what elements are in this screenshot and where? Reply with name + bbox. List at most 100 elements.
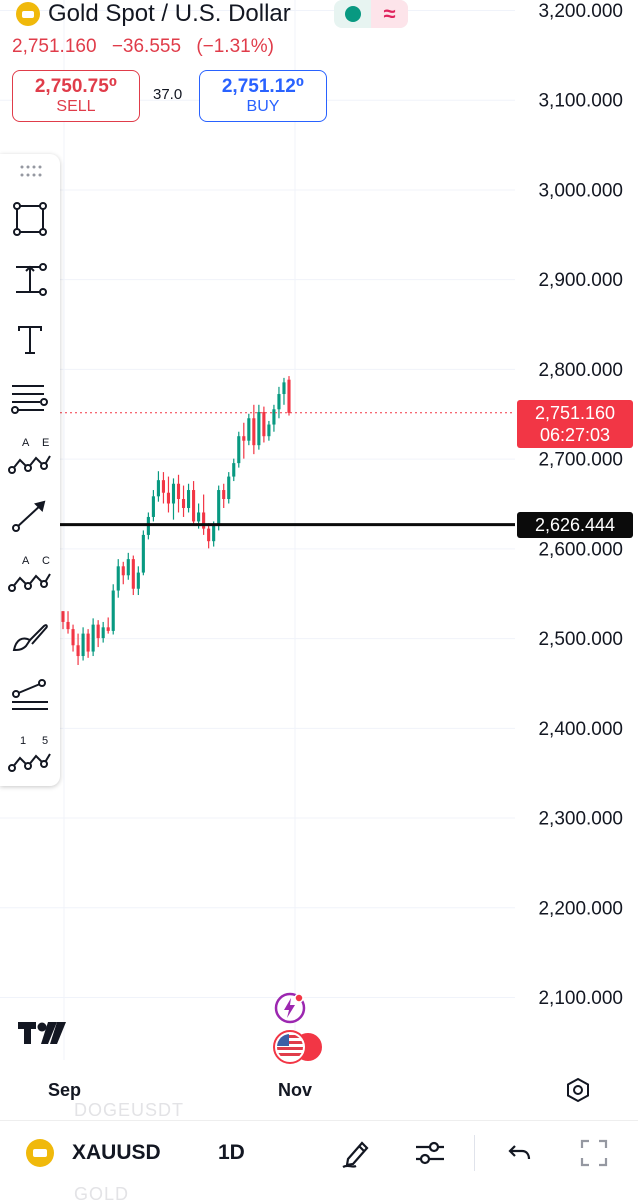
candle: [106, 617, 110, 634]
buy-price: 2,751.12⁰: [221, 76, 305, 97]
fib-retracement-icon[interactable]: [8, 376, 52, 420]
earnings-event-icon[interactable]: [274, 992, 306, 1024]
pattern-label-a2: A: [22, 555, 30, 567]
candle: [186, 483, 191, 513]
spread-value: 37.0: [153, 86, 183, 103]
candle: [61, 611, 65, 630]
line-price-tag: 2,626.444: [517, 512, 633, 538]
x-axis-label-sep: Sep: [48, 1080, 82, 1100]
candle: [71, 624, 75, 652]
candle: [171, 478, 176, 520]
candle: [156, 471, 160, 502]
x-axis-label-nov: Nov: [278, 1080, 313, 1100]
toolbar-divider: [474, 1135, 475, 1171]
symbol-gold-icon[interactable]: [26, 1139, 54, 1167]
symbol-header[interactable]: Gold Spot / U.S. Dollar: [16, 0, 291, 28]
y-tick-label: 2,200.000: [538, 898, 623, 919]
undo-icon[interactable]: [502, 1137, 534, 1169]
candle: [247, 413, 251, 446]
sell-button[interactable]: 2,750.75⁰ SELL: [12, 70, 140, 122]
drag-handle-icon[interactable]: [8, 156, 52, 186]
interval-selector[interactable]: 1D: [218, 1141, 245, 1164]
y-tick-label: 2,400.000: [538, 719, 623, 740]
buy-button[interactable]: 2,751.12⁰ BUY: [199, 70, 327, 122]
sell-price: 2,750.75⁰: [34, 76, 118, 97]
candle: [242, 422, 246, 459]
horizontal-line-drawing[interactable]: [60, 412, 515, 527]
market-status-dot: [344, 6, 361, 22]
tradingview-logo[interactable]: [18, 1020, 68, 1051]
candle: [161, 472, 166, 504]
price-change-percent: (−1.31%): [196, 36, 274, 57]
candle: [126, 552, 130, 580]
bottom-toolbar: XAUUSD 1D: [0, 1120, 638, 1184]
candle: [272, 404, 276, 432]
candle: [121, 561, 125, 585]
chart-grid: [0, 0, 515, 1060]
candle: [287, 376, 291, 416]
parallel-channel-icon[interactable]: [8, 674, 52, 718]
candle: [86, 629, 90, 658]
wave-label-5: 5: [42, 735, 48, 747]
candle: [222, 483, 226, 508]
indicators-icon[interactable]: [414, 1137, 446, 1169]
candlestick-series: [61, 376, 291, 666]
symbol-title: Gold Spot / U.S. Dollar: [48, 0, 291, 27]
current-price-tag: 2,751.160 06:27:03: [517, 400, 633, 448]
measure-tool-icon[interactable]: [8, 257, 52, 301]
text-tool-icon[interactable]: [8, 317, 52, 361]
candle: [262, 406, 266, 443]
candle: [111, 584, 115, 635]
candle: [151, 490, 155, 522]
gold-coin-icon: [16, 2, 40, 26]
candle: [131, 555, 135, 596]
candle: [176, 474, 181, 513]
brush-icon[interactable]: [8, 614, 52, 658]
candle: [81, 627, 85, 661]
candle: [96, 620, 100, 648]
pattern-label-e: E: [42, 437, 49, 449]
candle: [101, 621, 105, 643]
ghost-symbol-bottom: GOLD: [74, 1184, 130, 1200]
drawing-toolbar: A E A C 1 5: [0, 154, 60, 786]
market-status-pill[interactable]: ≈: [334, 0, 408, 28]
last-price: 2,751.160: [12, 36, 97, 57]
trend-line-icon[interactable]: [8, 494, 52, 538]
candle: [257, 404, 261, 450]
ae-pattern-icon[interactable]: A E: [8, 434, 52, 478]
symbol-selector[interactable]: XAUUSD: [72, 1141, 161, 1164]
candle: [91, 618, 95, 657]
candle: [166, 476, 171, 513]
y-tick-label: 2,300.000: [538, 809, 623, 830]
rectangle-tool-icon[interactable]: [8, 197, 52, 241]
candle: [202, 494, 206, 535]
candle: [232, 458, 236, 482]
chart-settings-icon[interactable]: [564, 1076, 592, 1104]
candle: [76, 633, 80, 666]
ac-pattern-icon[interactable]: A C: [8, 552, 52, 596]
candle: [192, 481, 196, 526]
price-change: −36.555: [111, 36, 182, 57]
pattern-label-a: A: [22, 437, 30, 449]
y-tick-label: 3,100.000: [538, 91, 623, 112]
y-tick-label: 2,700.000: [538, 450, 623, 471]
candle: [66, 611, 70, 634]
y-tick-label: 2,800.000: [538, 360, 623, 381]
fullscreen-icon[interactable]: [578, 1137, 610, 1169]
candle: [136, 566, 140, 596]
y-tick-label: 3,200.000: [538, 1, 623, 22]
us-economic-event-icon[interactable]: [272, 1030, 326, 1064]
wave-label-1: 1: [20, 735, 26, 747]
pen-icon[interactable]: [340, 1137, 372, 1169]
wave-icon: ≈: [371, 0, 408, 28]
candle: [237, 431, 241, 468]
candle: [227, 472, 231, 504]
current-price-tag-value: 2,751.160: [534, 403, 616, 423]
candle: [277, 386, 281, 419]
buy-label: BUY: [246, 98, 280, 115]
y-tick-label: 2,500.000: [538, 629, 623, 650]
candle: [282, 377, 286, 405]
price-axis[interactable]: 3,200.000 3,100.000 3,000.000 2,900.000 2,80…: [538, 1, 623, 1009]
elliott-wave-icon[interactable]: 1 5: [8, 732, 52, 776]
